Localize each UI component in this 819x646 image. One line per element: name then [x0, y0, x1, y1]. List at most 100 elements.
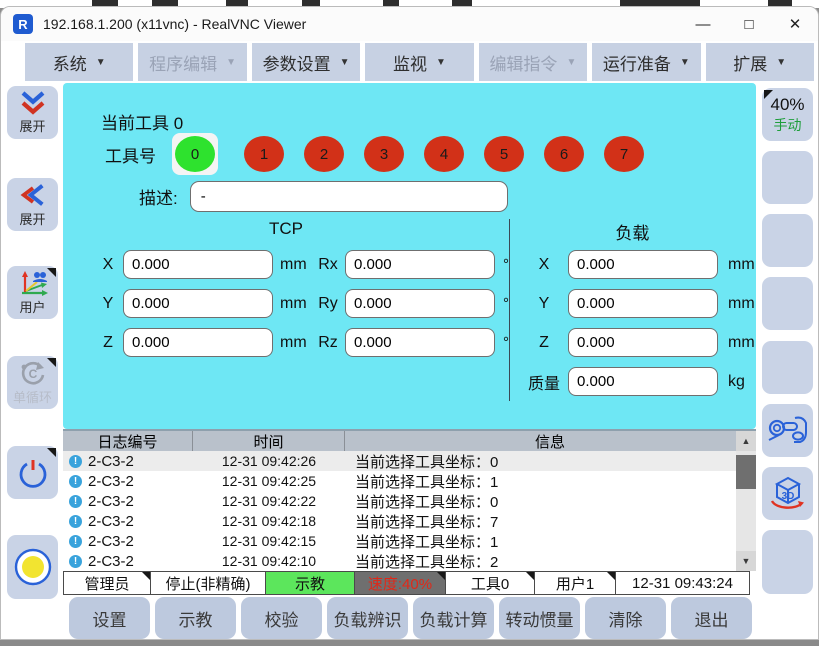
load-mass-input[interactable] [568, 367, 718, 396]
unit-label: kg [728, 372, 745, 390]
description-input[interactable] [189, 181, 508, 212]
load-y-input[interactable] [568, 289, 718, 318]
log-row[interactable]: ! 2-C3-2 12-31 09:42:15 当前选择工具坐标：1 [63, 531, 736, 551]
status-label: 停止(非精确) [165, 575, 251, 593]
load-z-input[interactable] [568, 328, 718, 357]
status-user-frame[interactable]: 用户1 [534, 571, 616, 595]
close-button[interactable]: ✕ [788, 16, 802, 33]
desktop-fragment [383, 0, 399, 8]
right-rail-button-2[interactable] [762, 151, 813, 204]
single-cycle-button: C 单循环 [7, 356, 58, 409]
axis-label: Y [102, 294, 114, 312]
log-row[interactable]: ! 2-C3-2 12-31 09:42:26 当前选择工具坐标：0 [63, 451, 736, 471]
log-row[interactable]: ! 2-C3-2 12-31 09:42:18 当前选择工具坐标：7 [63, 511, 736, 531]
status-tool[interactable]: 工具0 [445, 571, 535, 595]
scroll-up-icon[interactable]: ▲ [736, 431, 756, 451]
drag-teach-button[interactable] [762, 404, 813, 457]
status-speed[interactable]: 速度:40% [354, 571, 446, 595]
scrollbar-thumb[interactable] [736, 455, 756, 489]
status-label: 用户1 [555, 575, 595, 593]
user-coordinate-button[interactable]: 用户 [7, 266, 58, 319]
tcp-y-input[interactable] [123, 289, 273, 318]
tool-button-5[interactable]: 5 [484, 136, 524, 172]
scroll-down-icon[interactable]: ▼ [736, 551, 756, 571]
corner-marker-icon [47, 448, 56, 457]
desktop-fragment [302, 0, 320, 6]
exit-button[interactable]: 退出 [671, 597, 752, 639]
bottom-button-bar: 设置 示教 校验 负载辨识 负载计算 转动惯量 清除 退出 [63, 595, 756, 639]
clear-button[interactable]: 清除 [585, 597, 666, 639]
menu-monitor[interactable]: 监视 ▼ [365, 43, 474, 81]
load-section: 负载 X mm Y mm [509, 219, 755, 401]
unit-label: ° [503, 334, 509, 351]
tool-button-0[interactable]: 0 [175, 136, 215, 172]
tool-button-6[interactable]: 6 [544, 136, 584, 172]
tcp-rx-input[interactable] [345, 250, 495, 279]
tcp-ry-input[interactable] [345, 289, 495, 318]
log-row[interactable]: ! 2-C3-2 12-31 09:42:22 当前选择工具坐标：0 [63, 491, 736, 511]
chevron-down-icon: ▼ [776, 56, 787, 68]
tool-button-3[interactable]: 3 [364, 136, 404, 172]
menu-label: 参数设置 [262, 54, 331, 74]
tcp-row-z: Z mm Rz ° [63, 323, 509, 362]
speed-mode-button[interactable]: 40% 手动 [762, 88, 813, 141]
log-message: 当前选择工具坐标：2 [355, 553, 499, 571]
right-rail-button-8[interactable] [762, 530, 813, 594]
title-bar[interactable]: R 192.168.1.200 (x11vnc) - RealVNC Viewe… [1, 7, 818, 41]
unit-label: mm [728, 255, 755, 273]
menu-parameter-settings[interactable]: 参数设置 ▼ [251, 43, 361, 81]
log-id: 2-C3-2 [88, 532, 134, 550]
right-rail-button-5[interactable] [762, 341, 813, 394]
log-row[interactable]: ! 2-C3-2 12-31 09:42:10 当前选择工具坐标：2 [63, 551, 736, 571]
inertia-button[interactable]: 转动惯量 [499, 597, 580, 639]
status-bar: 管理员 停止(非精确) 示教 速度:40% 工具0 [63, 571, 756, 595]
chevron-down-icon: ▼ [436, 56, 446, 68]
load-identify-button[interactable]: 负载辨识 [327, 597, 408, 639]
teach-button[interactable]: 示教 [155, 597, 236, 639]
menu-run-preparation[interactable]: 运行准备 ▼ [592, 43, 701, 81]
tcp-x-input[interactable] [123, 250, 273, 279]
maximize-button[interactable]: □ [744, 15, 754, 33]
log-time: 12-31 09:42:15 [221, 533, 317, 549]
tcp-rz-input[interactable] [345, 328, 495, 357]
right-rail-button-3[interactable] [762, 214, 813, 267]
settings-button[interactable]: 设置 [69, 597, 150, 639]
log-time: 12-31 09:42:10 [221, 553, 317, 569]
tcp-z-input[interactable] [123, 328, 273, 357]
tool-button-4[interactable]: 4 [424, 136, 464, 172]
log-id: 2-C3-2 [88, 512, 134, 530]
menu-program-edit: 程序编辑 ▼ [138, 43, 247, 81]
tool-buttons: 1 2 3 4 5 6 7 [244, 136, 644, 172]
status-teach-mode: 示教 [265, 571, 355, 595]
right-rail-button-4[interactable] [762, 277, 813, 330]
load-calculate-button[interactable]: 负载计算 [413, 597, 494, 639]
log-scrollbar[interactable]: ▲ ▼ [736, 431, 756, 571]
info-icon: ! [69, 494, 82, 508]
verify-button[interactable]: 校验 [241, 597, 322, 639]
menu-extension[interactable]: 扩展 ▼ [705, 43, 814, 81]
status-lamp-button[interactable] [7, 535, 58, 599]
tool-button-2[interactable]: 2 [304, 136, 344, 172]
main-panel: 当前工具 0 工具号 0 1 2 3 4 5 6 [63, 83, 756, 639]
view-3d-button[interactable]: 3D [762, 467, 813, 520]
chevron-down-icon: ▼ [566, 56, 577, 68]
load-x-input[interactable] [568, 250, 718, 279]
log-row[interactable]: ! 2-C3-2 12-31 09:42:25 当前选择工具坐标：1 [63, 471, 736, 491]
expand-down-button[interactable]: 展开 [7, 86, 58, 139]
right-sidebar: 40% 手动 [756, 83, 818, 639]
yellow-lamp-icon [14, 548, 51, 586]
tool-selected-highlight: 0 [172, 133, 218, 175]
status-run-state: 停止(非精确) [150, 571, 266, 595]
status-user-role[interactable]: 管理员 [63, 571, 151, 595]
power-button[interactable] [7, 446, 58, 499]
tool-button-7[interactable]: 7 [604, 136, 644, 172]
menu-system[interactable]: 系统 ▼ [25, 43, 134, 81]
tool-button-1[interactable]: 1 [244, 136, 284, 172]
3d-label: 3D [781, 491, 794, 502]
axis-label: X [538, 255, 550, 273]
info-icon: ! [69, 554, 82, 568]
chevron-down-icon: ▼ [679, 56, 690, 68]
minimize-button[interactable]: — [695, 15, 711, 33]
expand-left-button[interactable]: 展开 [7, 178, 58, 231]
